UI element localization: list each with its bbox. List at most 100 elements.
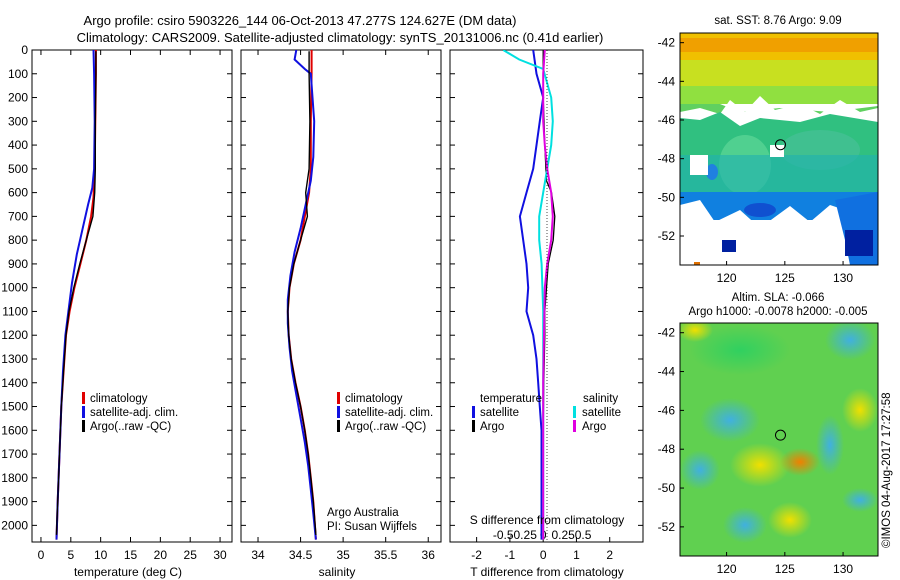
sla-high-3: [768, 502, 812, 538]
map-y-tick-label: -52: [658, 229, 676, 243]
sla-map-frame: [679, 322, 879, 557]
series-line-satellite-adj-clim-: [286, 50, 317, 540]
watermark: ©IMOS 04-Aug-2017 17:27:58: [881, 392, 893, 548]
y-tick-label: 600: [8, 186, 28, 200]
salinity-x-axis: 34 34.5 35 35.5 36: [251, 50, 435, 562]
s-tick-label: 0.25: [551, 528, 575, 542]
x-tick-label: 10: [94, 548, 108, 562]
x-tick-label: 15: [124, 548, 138, 562]
legend-swatch-t-satellite: [472, 406, 475, 418]
x-tick-label: 36: [422, 548, 436, 562]
y-tick-label: 1900: [1, 495, 28, 509]
legend-swatch-t-argo: [472, 420, 475, 432]
legend-argo: Argo(..raw -QC): [90, 421, 171, 433]
y-tick-label: 1500: [1, 400, 28, 414]
sla-low-4: [723, 507, 767, 543]
s-tick-label: 0.5: [575, 528, 592, 542]
legend-swatch-s-argo: [573, 420, 576, 432]
y-tick-label: 400: [8, 138, 28, 152]
legend-salinity-header: salinity: [583, 393, 618, 405]
x-tick-label: 34: [251, 548, 265, 562]
legend-t-argo: Argo: [480, 421, 504, 433]
y-tick-label: 100: [8, 67, 28, 81]
sla-high-1: [730, 443, 790, 487]
x-tick-label: 1: [573, 548, 580, 562]
y-tick-label: 1000: [1, 281, 28, 295]
map-y-tick-label: -48: [658, 442, 676, 456]
x-tick-label: 25: [184, 548, 198, 562]
y-tick-label: 800: [8, 233, 28, 247]
legend-swatch-satellite: [337, 406, 340, 418]
map-y-tick-label: -52: [658, 520, 676, 534]
y-tick-label: 1600: [1, 423, 28, 437]
map-y-tick-label: -44: [658, 365, 676, 379]
sla-low-1: [700, 398, 760, 442]
map-y-tick-label: -44: [658, 74, 676, 88]
salinity-panel: [240, 49, 442, 543]
sla-map-subtitle: Argo h1000: -0.0078 h2000: -0.005: [688, 306, 867, 318]
figure-title: Argo profile: csiro 5903226_144 06-Oct-2…: [84, 13, 517, 28]
x-tick-label: 30: [213, 548, 227, 562]
y-tick-label: 1700: [1, 447, 28, 461]
y-tick-label: 1200: [1, 328, 28, 342]
legend-swatch-satellite: [82, 406, 85, 418]
y-tick-label: 700: [8, 209, 28, 223]
map-x-tick-label: 120: [717, 562, 737, 576]
sst-map-frame: [679, 32, 879, 266]
s-difference-xlabel: S difference from climatology: [470, 513, 625, 527]
x-tick-label: 35.5: [374, 548, 398, 562]
sst-cloud-pixel-2: [770, 145, 784, 157]
map-y-tick-label: -46: [658, 403, 676, 417]
sst-band-warm: [680, 38, 878, 52]
sla-low-5: [680, 450, 720, 490]
legend-s-satellite: satellite: [582, 407, 621, 419]
inner-y-ticks: [241, 49, 643, 526]
map-x-tick-label: 130: [833, 562, 853, 576]
sst-map-title: sat. SST: 8.76 Argo: 9.09: [714, 15, 841, 27]
y-tick-label: 1400: [1, 376, 28, 390]
sst-map-axes: 120 125 130 -42 -44 -46 -48 -50 -52: [658, 36, 854, 285]
sst-argo-location: [774, 139, 786, 151]
sst-cloud-gaps: [680, 96, 878, 120]
series-line-salinity-argo: [542, 50, 554, 540]
sla-low-2: [825, 323, 875, 360]
y-tick-label: 2000: [1, 518, 28, 532]
x-tick-label: -2: [471, 548, 482, 562]
sla-map-axes: 120 125 130 -42 -44 -46 -48 -50 -52: [658, 326, 854, 576]
legend-swatch-s-satellite: [573, 406, 576, 418]
sst-pixel: [694, 262, 700, 265]
sla-high-4: [842, 388, 878, 432]
legend-s-argo: Argo: [582, 421, 606, 433]
map-y-tick-label: -42: [658, 326, 676, 340]
sst-cold-eddy: [706, 164, 718, 180]
map-x-tick-label: 130: [833, 271, 853, 285]
legend-satellite: satellite-adj. clim.: [345, 407, 433, 419]
sla-high-2: [780, 448, 820, 476]
salinity-xlabel: salinity: [319, 565, 356, 579]
sst-map: [680, 33, 878, 265]
difference-legend: temperature satellite Argo salinity sate…: [472, 393, 621, 433]
legend-climatology: climatology: [345, 393, 403, 405]
temperature-panel: [31, 49, 233, 543]
map-y-tick-label: -42: [658, 36, 676, 50]
legend-swatch-climatology: [337, 392, 340, 404]
sst-cloud-pixel: [690, 155, 708, 175]
sla-low-3: [816, 415, 844, 475]
legend-swatch-argo: [82, 420, 85, 432]
sst-cold-core: [744, 203, 776, 217]
map-x-tick-label: 125: [775, 271, 795, 285]
map-y-tick-label: -46: [658, 113, 676, 127]
x-tick-label: -1: [505, 548, 516, 562]
temperature-x-axis: 0 5 10 15 20 25 30: [38, 50, 227, 562]
legend-t-satellite: satellite: [480, 407, 519, 419]
legend-temperature-header: temperature: [480, 393, 542, 405]
series-line-argo-raw-qc-: [55, 51, 97, 535]
sla-low-6: [842, 488, 878, 512]
sst-band-lime: [680, 86, 878, 104]
t-difference-xlabel: T difference from climatology: [470, 565, 624, 579]
y-tick-label: 1100: [2, 304, 28, 318]
x-tick-label: 0: [540, 548, 547, 562]
sla-green-blob: [690, 325, 790, 375]
annotation-argo-australia: Argo Australia: [327, 507, 399, 519]
map-y-tick-label: -50: [658, 481, 676, 495]
